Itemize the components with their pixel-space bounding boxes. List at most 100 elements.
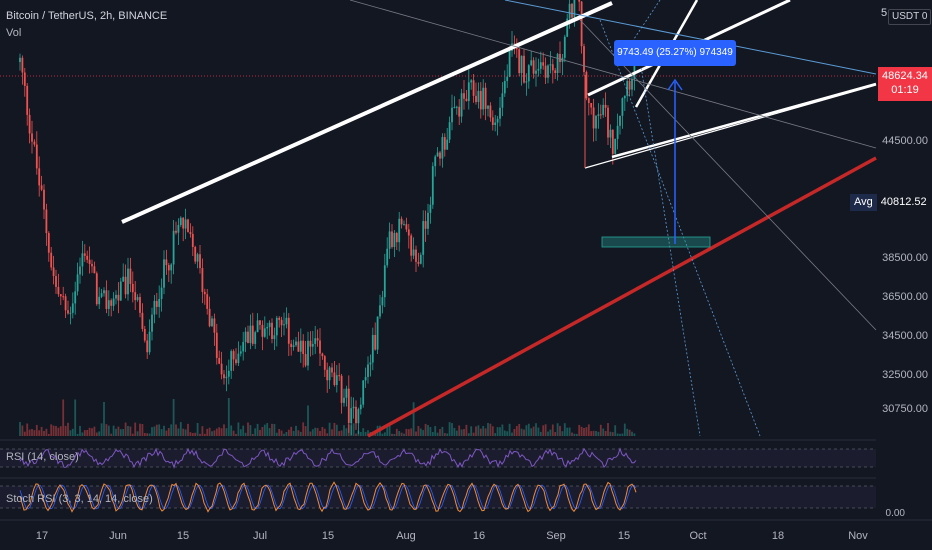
candle-body [302,340,305,355]
volume-bar [631,431,633,436]
candle-body [311,343,314,347]
volume-bar [215,428,218,436]
candle-body [67,310,69,314]
candle-body [367,364,369,377]
volume-bar [340,430,343,436]
candle-body [314,338,317,344]
candle-body [129,268,132,284]
candle-body [160,287,163,299]
measure-tooltip[interactable]: 9743.49 (25.27%) 974349 [614,40,736,66]
candle-body [563,36,566,58]
candle-body [616,125,619,139]
candle-body [355,406,357,424]
candle-body [155,300,158,307]
volume-bar [463,429,465,436]
volume-bar [323,428,326,436]
currency-label: USDT [892,11,920,22]
candle-body [386,248,389,266]
candle-body [580,1,583,47]
volume-bar [189,432,192,436]
volume-bar [239,429,242,436]
volume-bar [484,428,487,436]
candle-body [381,297,384,306]
candle-body [362,380,365,405]
volume-bar [302,422,305,436]
volume-bar [508,423,511,436]
candle-body [223,374,225,379]
candle-body [220,363,223,375]
volume-bar [501,424,504,436]
fan-line-2 [579,19,877,331]
currency-button[interactable]: USDT 0 [888,9,932,25]
volume-bar [115,428,117,436]
stoch-rsi-label[interactable]: Stoch RSI (3, 3, 14, 14, close) [6,493,153,505]
candle-body [513,43,516,45]
volume-label[interactable]: Vol [6,27,22,39]
candle-body [506,76,509,82]
volume-bar [196,423,199,436]
candle-body [74,291,77,304]
volume-bar [496,427,499,436]
candle-body [458,106,461,117]
candle-body [477,90,480,102]
avg-label: Avg [850,194,877,211]
candle-body [592,107,595,129]
candle-body [196,254,199,262]
candle-body [230,351,233,371]
candle-body [33,141,36,145]
volume-bar [527,423,530,436]
candle-body [393,233,396,247]
volume-bar [292,430,295,436]
volume-bar [415,431,417,436]
volume-bar [383,432,386,436]
candle-body [323,356,326,370]
candle-body [232,351,235,360]
volume-bar [489,423,492,436]
volume-bar [575,433,578,436]
volume-bar [520,428,523,436]
price-tick-label: 38500.00 [882,252,928,264]
candle-body [551,64,554,71]
candle-body [110,300,113,306]
volume-bar [343,425,345,436]
symbol-title[interactable]: Bitcoin / TetherUS, 2h, BINANCE [6,10,168,22]
candle-body [623,95,626,99]
volume-bar [268,428,271,436]
candle-body [45,209,48,234]
volume-bar [237,422,240,436]
volume-bar [628,429,631,436]
rsi-label[interactable]: RSI (14, close) [6,451,79,463]
candle-body [28,114,31,134]
candle-body [290,343,293,348]
measure-arrow-head [667,78,683,91]
candle-body [453,106,456,108]
candle-body [573,0,576,18]
candle-body [242,341,245,352]
volume-bar [347,424,350,436]
candle-body [71,303,74,313]
volume-bar [146,433,149,436]
candle-body [359,404,362,410]
volume-bar [100,423,103,436]
candle-body [429,204,432,213]
candle-body [40,185,43,190]
time-tick-label: 16 [473,530,485,542]
volume-bar [350,425,353,436]
volume-bar [40,426,43,436]
time-tick-label: 18 [772,530,784,542]
avg-price-tag: Avg 40812.52 [850,194,932,211]
volume-bar [38,430,41,436]
volume-bar [573,433,576,436]
volume-bar [475,426,477,436]
drawings-layer[interactable] [0,0,877,438]
volume-bar [134,422,137,436]
candle-body [335,375,338,386]
volume-bar [633,433,636,436]
candle-body [211,318,213,327]
volume-bar [410,428,413,436]
volume-bar [417,426,420,436]
candle-body [398,218,401,243]
volume-bar [424,423,427,436]
candle-body [345,388,348,398]
